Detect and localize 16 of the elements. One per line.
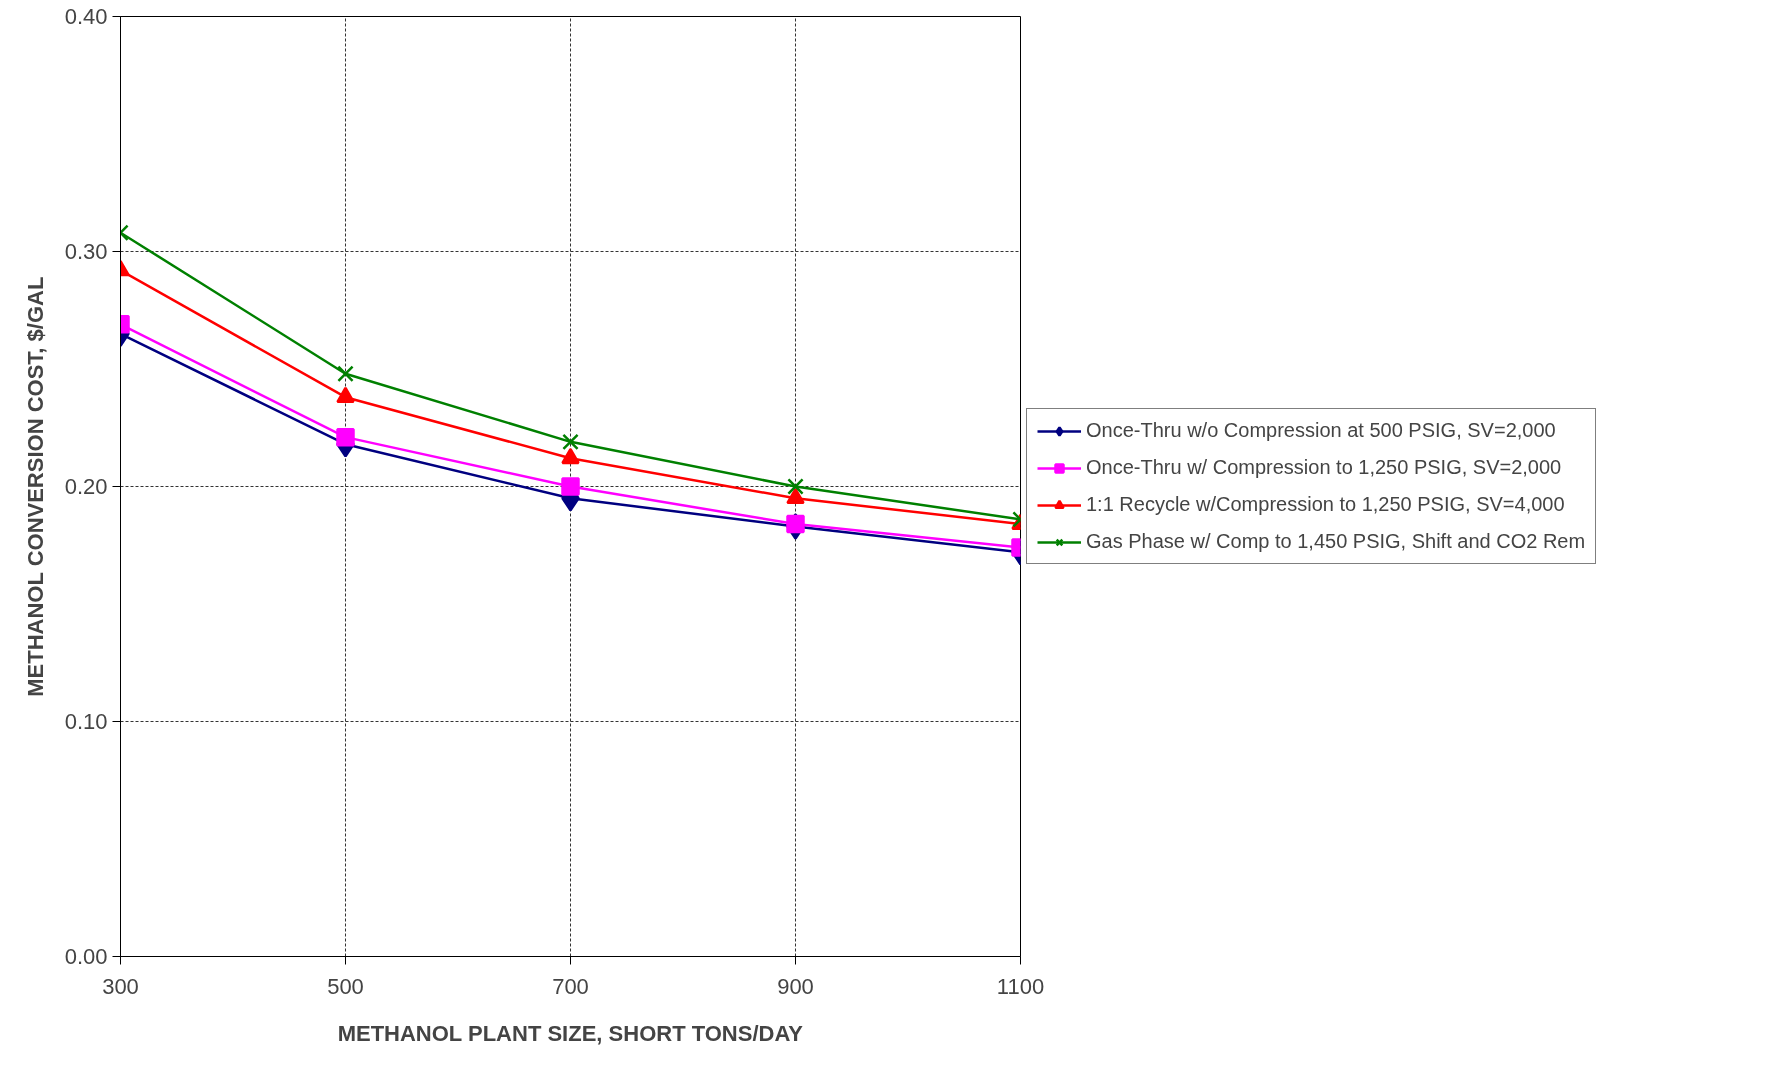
- x-tick-label: 700: [552, 973, 589, 999]
- x-axis-title: METHANOL PLANT SIZE, SHORT TONS/DAY: [337, 1020, 804, 1046]
- y-tick-label: 0.40: [64, 4, 108, 29]
- legend-label: Once-Thru w/ Compression to 1,250 PSIG, SV=2,000: [1086, 456, 1562, 479]
- x-tick-label: 300: [102, 973, 139, 999]
- y-tick-label: 0.30: [64, 239, 108, 264]
- legend-label: Once-Thru w/o Compression at 500 PSIG, SV=2,000: [1086, 419, 1556, 442]
- x-tick-label: 1100: [996, 973, 1045, 999]
- legend-label: Gas Phase w/ Comp to 1,450 PSIG, Shift and CO2 Rem: [1086, 530, 1586, 553]
- x-tick-label: 500: [327, 973, 364, 999]
- y-axis-title: METHANOL CONVERSION COST, $/GAL: [22, 276, 48, 697]
- x-tick-label: 900: [777, 973, 814, 999]
- legend-label: 1:1 Recycle w/Compression to 1,250 PSIG, SV=4,000: [1086, 493, 1565, 516]
- y-tick-label: 0.00: [64, 944, 108, 969]
- y-tick-label: 0.10: [64, 709, 108, 734]
- y-tick-label: 0.20: [64, 474, 108, 499]
